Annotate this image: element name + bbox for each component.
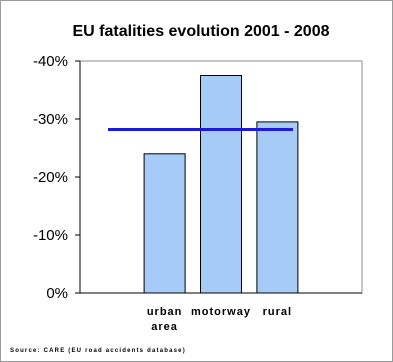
y-tick-label: -30% xyxy=(33,111,68,128)
plot-area: 0% -10% -20% -30% -40% urban area motorway rural xyxy=(33,53,363,333)
bar-3 xyxy=(256,121,299,294)
chart-title: EU fatalities evolution 2001 - 2008 xyxy=(73,23,330,40)
source-note: Source: CARE (EU road accidents database… xyxy=(10,348,186,354)
y-tick-label: -20% xyxy=(33,169,68,186)
category-label: rural xyxy=(263,306,292,318)
category-label: area xyxy=(151,321,178,333)
category-label: urban xyxy=(147,306,183,318)
y-tick-label: 0% xyxy=(46,285,68,302)
category-label: motorway xyxy=(191,306,251,318)
y-tick-label: -40% xyxy=(33,53,68,70)
bar-2 xyxy=(200,75,242,294)
y-tick-label: -10% xyxy=(33,227,68,244)
bar-1 xyxy=(143,153,186,294)
